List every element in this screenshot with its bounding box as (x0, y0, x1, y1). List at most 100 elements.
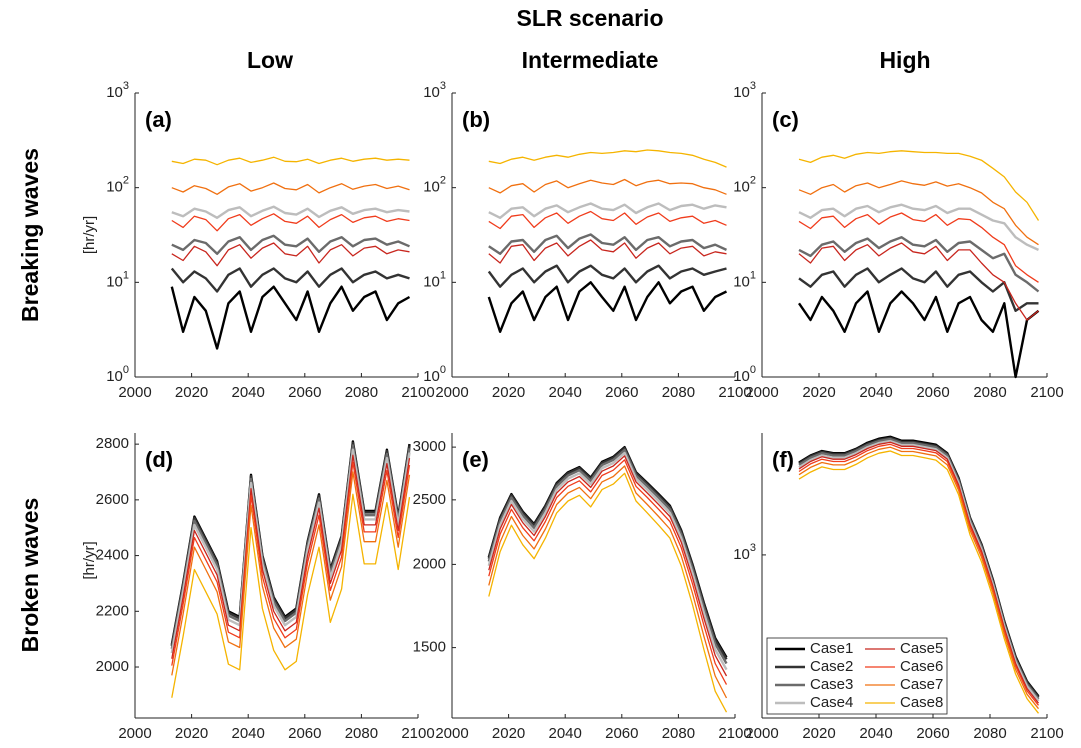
series-line (798, 290, 1040, 379)
x-tick-label: 2020 (492, 384, 525, 401)
x-tick-label: 2040 (232, 725, 265, 742)
y-tick-label: 103 (423, 80, 446, 101)
y-axis-label: [hr/yr] (81, 541, 98, 579)
x-tick-label: 2080 (973, 725, 1006, 742)
y-tick-label: 1500 (413, 639, 446, 656)
series-line (798, 441, 1040, 704)
series-line (488, 455, 728, 677)
panel: 2000 2020 2040 2060 2080 2100 1500 2000 2500 3000… (413, 433, 752, 742)
series-line (487, 448, 728, 665)
legend-label: Case8 (900, 694, 943, 711)
series-line (171, 213, 410, 232)
series-line (487, 281, 728, 333)
panel: 2000 2020 2040 2060 2080 2100 100 101 102 103 (c) (733, 80, 1064, 401)
legend-label: Case3 (810, 676, 853, 693)
panel-label: (f) (772, 447, 794, 472)
legend-label: Case7 (900, 676, 943, 693)
column-title: High (879, 47, 930, 73)
column-title: Low (247, 47, 293, 73)
x-tick-label: 2080 (973, 384, 1006, 401)
panel: 2000 2020 2040 2060 2080 2100 103 (f) Case1Case2… (733, 433, 1064, 742)
x-tick-label: 2080 (662, 725, 695, 742)
y-tick-label: 2000 (96, 658, 129, 675)
x-tick-label: 2100 (401, 384, 434, 401)
column-title: Intermediate (522, 47, 659, 73)
legend-label: Case4 (810, 694, 853, 711)
series-line (170, 448, 411, 654)
row-title: Breaking waves (17, 148, 43, 322)
x-tick-label: 2080 (345, 384, 378, 401)
x-tick-label: 2000 (745, 384, 778, 401)
x-tick-label: 2060 (288, 725, 321, 742)
x-tick-label: 2100 (401, 725, 434, 742)
x-tick-label: 2040 (232, 384, 265, 401)
series-line (170, 444, 411, 650)
x-tick-label: 2020 (175, 725, 208, 742)
x-tick-label: 2040 (859, 384, 892, 401)
x-tick-label: 2060 (605, 725, 638, 742)
panel-label: (b) (462, 107, 490, 132)
series-line (170, 267, 410, 293)
series-line (171, 493, 411, 698)
y-tick-label: 103 (106, 80, 129, 101)
x-tick-label: 2040 (549, 725, 582, 742)
series-line (798, 180, 1039, 246)
y-tick-label: 101 (733, 269, 756, 290)
series-line (798, 236, 1040, 293)
legend-label: Case5 (900, 640, 943, 657)
panel-label: (d) (145, 447, 173, 472)
y-tick-label: 103 (733, 80, 756, 101)
series-line (171, 234, 410, 255)
y-tick-label: 101 (423, 269, 446, 290)
panel: 2000 2020 2040 2060 2080 2100 100 101 102 103 (a) [… (81, 80, 435, 401)
x-tick-label: 2060 (916, 725, 949, 742)
series-line (171, 471, 411, 676)
series-line (798, 150, 1040, 221)
panel-label: (e) (462, 447, 489, 472)
x-tick-label: 2020 (175, 384, 208, 401)
x-tick-label: 2000 (118, 384, 151, 401)
x-tick-label: 2000 (745, 725, 778, 742)
y-tick-label: 100 (423, 364, 446, 385)
x-tick-label: 2040 (859, 725, 892, 742)
panel-label: (c) (772, 107, 799, 132)
x-tick-label: 2100 (718, 384, 751, 401)
series-line (488, 202, 727, 219)
x-tick-label: 2060 (605, 384, 638, 401)
series-line (798, 446, 1040, 710)
y-tick-label: 2400 (96, 547, 129, 564)
y-tick-label: 2600 (96, 491, 129, 508)
x-tick-label: 2020 (802, 725, 835, 742)
y-tick-label: 102 (733, 175, 756, 196)
series-line (170, 285, 411, 350)
series-line (171, 461, 411, 666)
y-tick-label: 102 (423, 175, 446, 196)
y-tick-label: 2000 (413, 555, 446, 572)
y-tick-label: 102 (106, 175, 129, 196)
series-line (487, 451, 728, 671)
series-line (171, 182, 410, 195)
x-tick-label: 2000 (118, 725, 151, 742)
x-tick-label: 2020 (492, 725, 525, 742)
series-line (488, 459, 728, 685)
series-line (488, 239, 727, 264)
series-line (488, 472, 728, 713)
series-line (798, 267, 1039, 312)
x-tick-label: 2060 (916, 384, 949, 401)
y-tick-label: 3000 (413, 438, 446, 455)
series-line (171, 156, 410, 166)
series-line (798, 212, 1039, 283)
row-title: Broken waves (17, 498, 43, 653)
series-line (798, 242, 1039, 321)
series-line (171, 454, 411, 659)
x-tick-label: 2000 (435, 384, 468, 401)
series-line (488, 178, 727, 195)
y-tick-label: 100 (106, 364, 129, 385)
series-line (488, 465, 728, 699)
y-tick-label: 100 (733, 364, 756, 385)
x-tick-label: 2080 (662, 384, 695, 401)
legend-label: Case6 (900, 658, 943, 675)
x-tick-label: 2060 (288, 384, 321, 401)
x-tick-label: 2100 (718, 725, 751, 742)
